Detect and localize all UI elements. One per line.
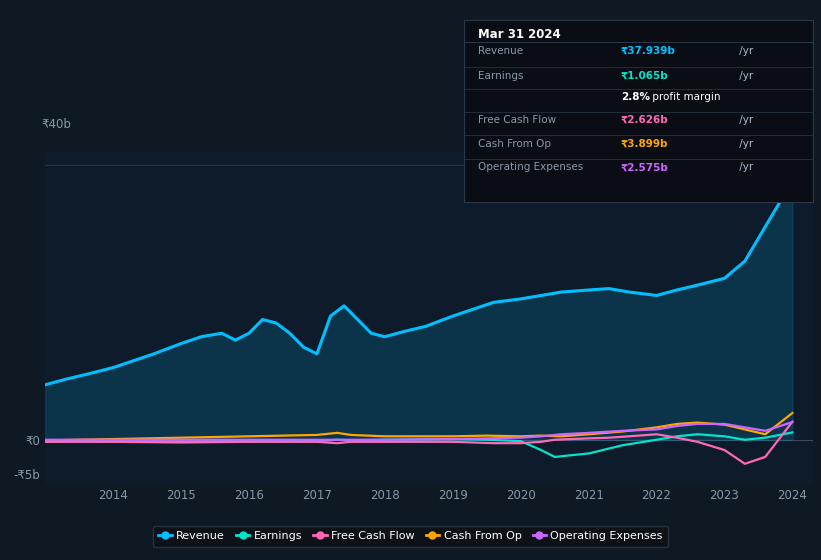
Text: /yr: /yr bbox=[736, 162, 754, 172]
Text: Free Cash Flow: Free Cash Flow bbox=[478, 115, 556, 125]
Text: ₹2.575b: ₹2.575b bbox=[621, 162, 669, 172]
Text: ₹2.626b: ₹2.626b bbox=[621, 115, 668, 125]
Text: Mar 31 2024: Mar 31 2024 bbox=[478, 28, 561, 41]
Text: /yr: /yr bbox=[736, 139, 754, 149]
Text: Operating Expenses: Operating Expenses bbox=[478, 162, 583, 172]
Text: Revenue: Revenue bbox=[478, 46, 523, 56]
Text: ₹1.065b: ₹1.065b bbox=[621, 71, 668, 81]
Text: ₹37.939b: ₹37.939b bbox=[621, 46, 676, 56]
Legend: Revenue, Earnings, Free Cash Flow, Cash From Op, Operating Expenses: Revenue, Earnings, Free Cash Flow, Cash … bbox=[153, 526, 668, 547]
Text: /yr: /yr bbox=[736, 71, 754, 81]
Text: 2.8%: 2.8% bbox=[621, 92, 650, 102]
Text: ₹3.899b: ₹3.899b bbox=[621, 139, 668, 149]
Text: profit margin: profit margin bbox=[649, 92, 720, 102]
Text: /yr: /yr bbox=[736, 46, 754, 56]
Text: ₹40b: ₹40b bbox=[41, 118, 71, 131]
Text: Earnings: Earnings bbox=[478, 71, 523, 81]
Text: Cash From Op: Cash From Op bbox=[478, 139, 551, 149]
Text: /yr: /yr bbox=[736, 115, 754, 125]
